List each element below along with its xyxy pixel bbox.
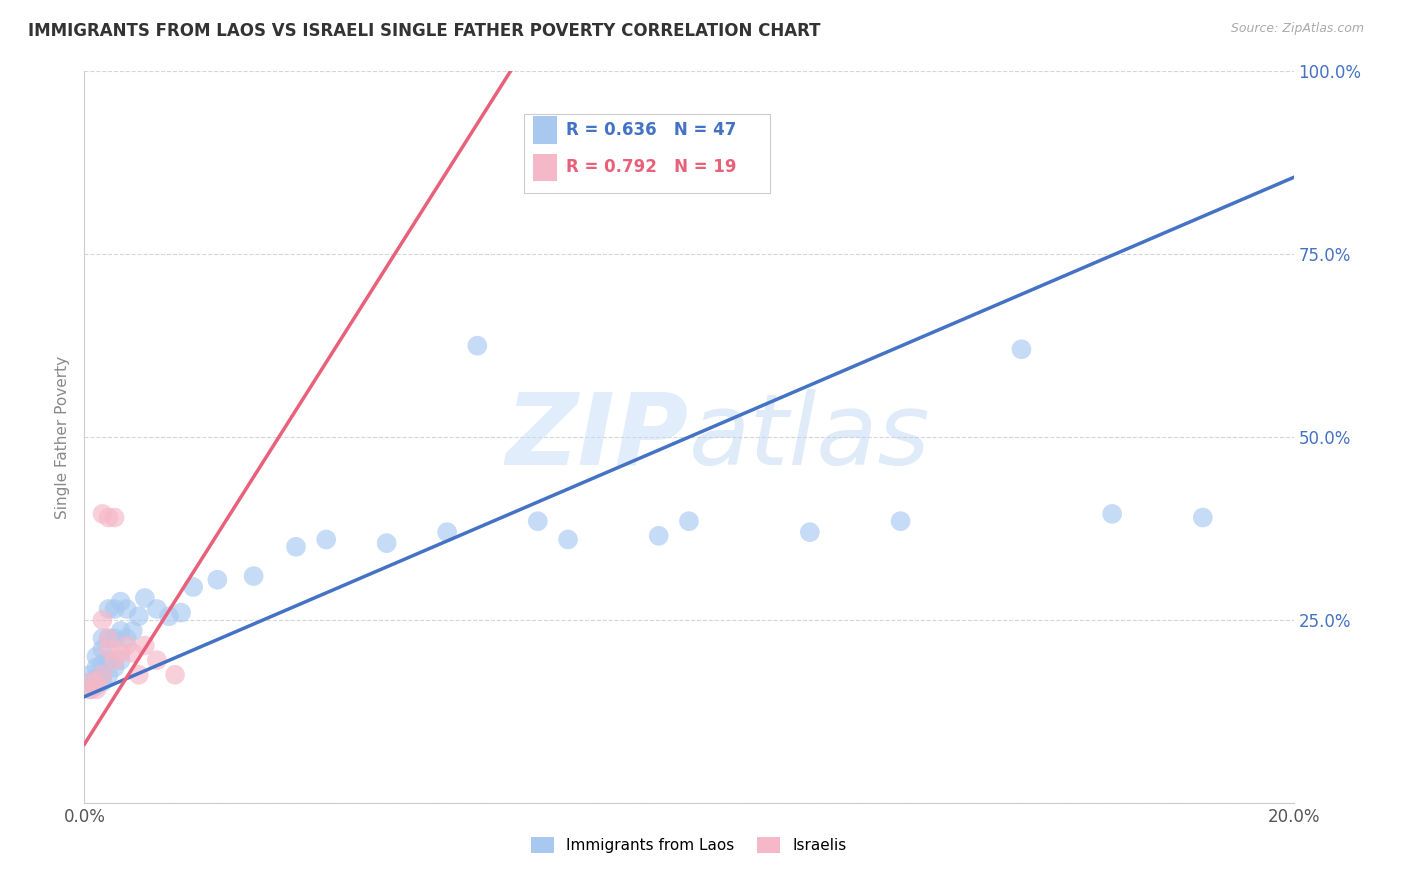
Y-axis label: Single Father Poverty: Single Father Poverty [55, 356, 70, 518]
Point [134, 591, 156, 605]
Point [79, 675, 101, 690]
Point [648, 529, 671, 543]
Point [104, 602, 127, 616]
Point [128, 667, 150, 681]
Point [146, 602, 169, 616]
Text: atlas: atlas [689, 389, 931, 485]
Point [79, 675, 101, 690]
Text: ZIP: ZIP [506, 389, 689, 485]
Point [128, 609, 150, 624]
Point [678, 514, 700, 528]
Point [97, 602, 120, 616]
Point [104, 660, 127, 674]
Point [207, 573, 229, 587]
Point [79, 682, 101, 697]
Point [315, 533, 337, 547]
Point [181, 580, 204, 594]
Point [890, 514, 912, 528]
Point [110, 594, 132, 608]
Point [1192, 510, 1215, 524]
Point [527, 514, 550, 528]
Point [86, 672, 108, 686]
Point [97, 667, 120, 681]
Point [91, 507, 114, 521]
Point [170, 606, 193, 620]
Point [557, 533, 579, 547]
Point [91, 657, 114, 671]
Point [97, 632, 120, 646]
Point [436, 525, 458, 540]
Point [86, 675, 108, 690]
Point [115, 639, 138, 653]
Legend: Immigrants from Laos, Israelis: Immigrants from Laos, Israelis [523, 830, 855, 861]
Point [97, 642, 120, 657]
Point [79, 667, 101, 681]
Point [104, 510, 127, 524]
Point [134, 639, 156, 653]
Point [165, 667, 187, 681]
Point [121, 646, 143, 660]
Point [375, 536, 398, 550]
Point [157, 609, 180, 624]
Point [91, 675, 114, 690]
Point [467, 338, 489, 352]
Point [91, 667, 114, 681]
Point [1101, 507, 1123, 521]
Point [242, 569, 264, 583]
Point [110, 653, 132, 667]
Point [104, 653, 127, 667]
Point [1011, 343, 1033, 357]
Point [285, 540, 308, 554]
Text: IMMIGRANTS FROM LAOS VS ISRAELI SINGLE FATHER POVERTY CORRELATION CHART: IMMIGRANTS FROM LAOS VS ISRAELI SINGLE F… [28, 22, 821, 40]
Point [86, 649, 108, 664]
Point [110, 624, 132, 638]
Point [79, 682, 101, 697]
Point [146, 653, 169, 667]
Point [97, 632, 120, 646]
Point [97, 653, 120, 667]
Text: R = 0.636   N = 47: R = 0.636 N = 47 [565, 121, 737, 139]
Point [91, 632, 114, 646]
Point [86, 679, 108, 693]
Point [110, 646, 132, 660]
Point [115, 602, 138, 616]
Point [91, 667, 114, 681]
Point [104, 632, 127, 646]
Point [121, 624, 143, 638]
Text: R = 0.792   N = 19: R = 0.792 N = 19 [565, 158, 737, 177]
Point [115, 632, 138, 646]
Point [91, 642, 114, 657]
Point [86, 682, 108, 697]
Point [799, 525, 821, 540]
Point [86, 660, 108, 674]
Point [97, 510, 120, 524]
Text: Source: ZipAtlas.com: Source: ZipAtlas.com [1230, 22, 1364, 36]
Point [91, 613, 114, 627]
